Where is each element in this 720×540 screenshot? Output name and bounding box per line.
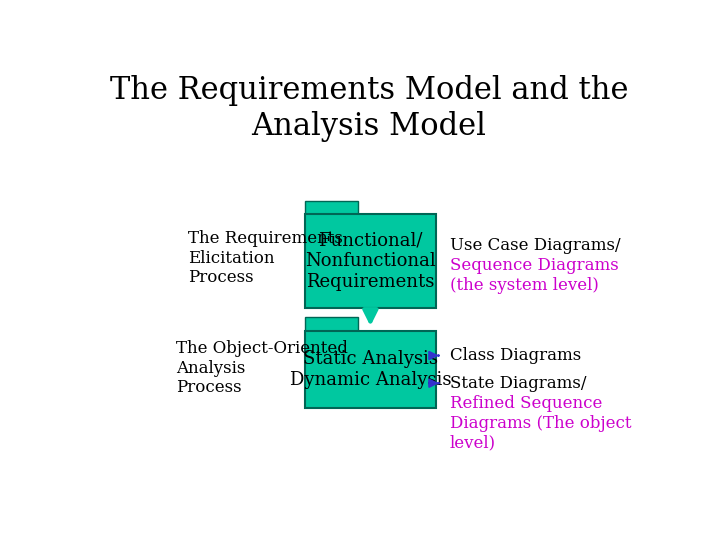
Text: Class Diagrams: Class Diagrams — [450, 347, 581, 364]
FancyBboxPatch shape — [305, 317, 358, 333]
FancyBboxPatch shape — [305, 331, 436, 408]
FancyBboxPatch shape — [305, 201, 358, 217]
Text: Refined Sequence: Refined Sequence — [450, 395, 603, 411]
Text: State Diagrams/: State Diagrams/ — [450, 375, 586, 392]
Text: Use Case Diagrams/: Use Case Diagrams/ — [450, 237, 621, 254]
Text: The Object-Oriented
Analysis
Process: The Object-Oriented Analysis Process — [176, 340, 348, 396]
Text: level): level) — [450, 435, 496, 451]
Text: Static Analysis
Dynamic Analysis: Static Analysis Dynamic Analysis — [289, 350, 451, 389]
Text: Diagrams (The object: Diagrams (The object — [450, 415, 631, 431]
Text: The Requirements Model and the
Analysis Model: The Requirements Model and the Analysis … — [109, 75, 629, 142]
Text: (the system level): (the system level) — [450, 277, 599, 294]
Text: Functional/
Nonfunctional
Requirements: Functional/ Nonfunctional Requirements — [305, 232, 436, 291]
Text: Sequence Diagrams: Sequence Diagrams — [450, 257, 618, 274]
FancyBboxPatch shape — [305, 214, 436, 308]
Text: The Requirements
Elicitation
Process: The Requirements Elicitation Process — [188, 230, 343, 286]
